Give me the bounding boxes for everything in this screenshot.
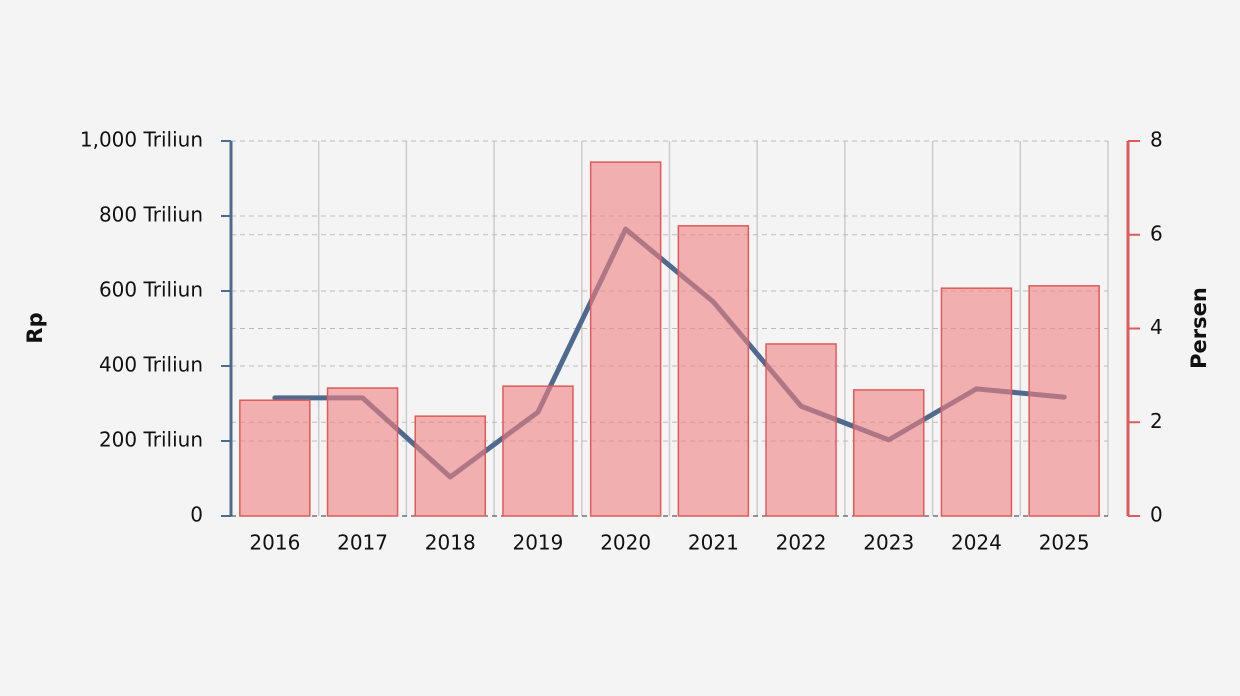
bar (677, 225, 750, 517)
y-tick-label: 600 Triliun (99, 278, 203, 302)
y-tick-label: 1,000 Triliun (80, 128, 203, 152)
bar (940, 287, 1013, 517)
y-tick-label: 200 Triliun (99, 428, 203, 452)
y2-tick-label: 6 (1150, 221, 1163, 245)
y2-tick-label: 4 (1150, 315, 1163, 339)
x-tick-label: 2025 (1039, 531, 1090, 555)
y-axis-title: Rp (23, 312, 47, 343)
bar (326, 387, 399, 517)
x-tick-label: 2023 (863, 531, 914, 555)
y2-axis-title: Persen (1187, 287, 1211, 369)
y-tick-label: 0 (190, 503, 203, 527)
line-series (272, 226, 1067, 480)
y2-tick-label: 0 (1150, 503, 1163, 527)
bar (414, 415, 486, 517)
y2-tick-label: 2 (1150, 409, 1163, 433)
bar (765, 343, 837, 517)
bar (502, 385, 574, 517)
x-tick-label: 2016 (249, 531, 300, 555)
y2-tick-label: 8 (1150, 128, 1163, 152)
y-tick-label: 800 Triliun (99, 203, 203, 227)
bar (1028, 285, 1100, 517)
x-tick-label: 2017 (337, 531, 388, 555)
x-tick-label: 2019 (512, 531, 563, 555)
bar (239, 399, 311, 517)
x-tick-label: 2018 (425, 531, 476, 555)
y-tick-label: 400 Triliun (99, 353, 203, 377)
x-tick-label: 2022 (776, 531, 827, 555)
bar (853, 389, 925, 517)
x-tick-label: 2024 (951, 531, 1002, 555)
bar (589, 161, 662, 517)
x-tick-label: 2021 (688, 531, 739, 555)
x-tick-label: 2020 (600, 531, 651, 555)
